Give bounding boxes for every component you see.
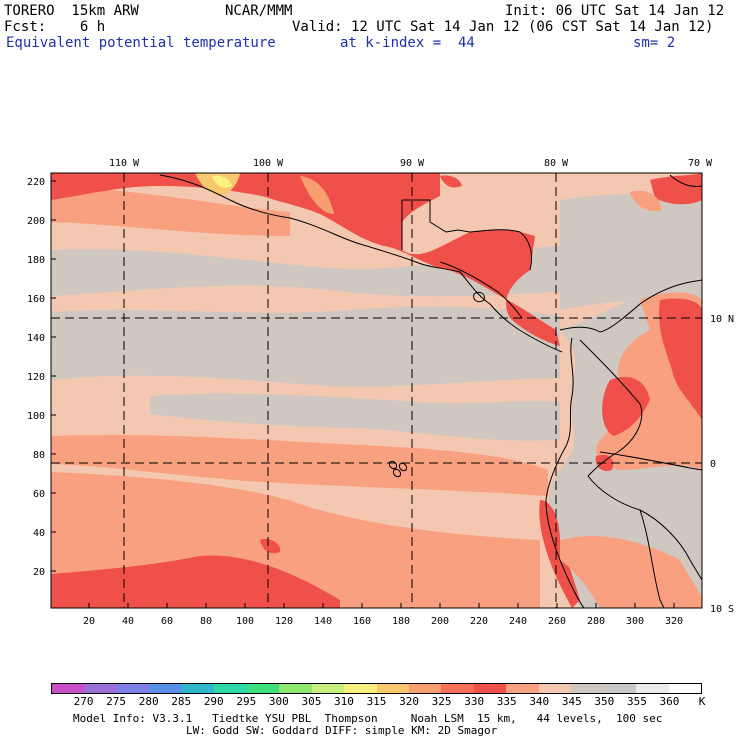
- colorbar-label: 320: [399, 695, 419, 708]
- colorbar-swatch: [473, 684, 507, 693]
- field-name: Equivalent potential temperature: [6, 35, 276, 51]
- y-tick-label: 180: [27, 255, 45, 266]
- x-tick-label: 320: [665, 616, 683, 627]
- colorbar-swatch: [344, 684, 377, 693]
- model-title: TORERO 15km ARW: [4, 3, 139, 19]
- lon-label: 110 W: [109, 158, 140, 169]
- colorbar-swatch: [214, 684, 247, 693]
- lon-label: 80 W: [544, 158, 569, 169]
- colorbar-label: 280: [138, 695, 159, 708]
- colorbar-label: 300: [268, 695, 289, 708]
- y-tick-label: 60: [33, 489, 45, 500]
- x-tick-label: 260: [548, 616, 566, 627]
- colorbar-label: 345: [561, 695, 582, 708]
- x-tick-label: 140: [314, 616, 332, 627]
- x-tick-label: 20: [83, 616, 95, 627]
- map-frame: [50, 172, 703, 609]
- y-tick-labels: 220 200 180 160 140 120 100 80 60 40 20: [27, 177, 45, 578]
- colorbar-label: 355: [626, 695, 647, 708]
- y-tick-label: 40: [33, 528, 45, 539]
- model-info: Model Info: V3.3.1 Tiedtke YSU PBL Thomp…: [73, 712, 663, 725]
- forecast-hour: Fcst: 6 h: [4, 19, 106, 35]
- colorbar-swatch: [84, 684, 117, 693]
- colorbar-label: 275: [106, 695, 127, 708]
- lat-label: 10 N: [710, 314, 734, 325]
- colorbar-label: 330: [464, 695, 485, 708]
- colorbar-label: 285: [171, 695, 192, 708]
- y-tick-label: 80: [33, 450, 45, 461]
- y-tick-label: 20: [33, 567, 45, 578]
- colorbar-labels: 270 275 280 285 290 295 300 305 310 315 320 325 330 3…: [51, 696, 731, 708]
- y-tick-marks: [51, 180, 56, 572]
- colorbar-label: 325: [431, 695, 452, 708]
- level-info: at k-index = 44: [340, 35, 475, 51]
- lon-label: 90 W: [400, 158, 425, 169]
- colorbar-label: 315: [366, 695, 387, 708]
- physics-info: LW: Godd SW: Goddard DIFF: simple KM: 2D…: [186, 724, 498, 737]
- colorbar-swatch: [506, 684, 539, 693]
- colorbar-swatch: [376, 684, 409, 693]
- equivalent-potential-temperature-field: [51, 173, 702, 608]
- colorbar-swatch: [181, 684, 215, 693]
- colorbar-swatch: [636, 684, 669, 693]
- y-tick-label: 220: [27, 177, 45, 188]
- x-tick-labels: 20 40 60 80 100 120 140 160 180 200 220 …: [83, 616, 683, 627]
- init-time: Init: 06 UTC Sat 14 Jan 12: [505, 3, 725, 19]
- lon-label: 100 W: [253, 158, 284, 169]
- x-tick-label: 40: [122, 616, 134, 627]
- lon-labels: 110 W 100 W 90 W 80 W 70 W: [109, 158, 713, 169]
- x-tick-label: 60: [161, 616, 173, 627]
- colorbar-swatch: [408, 684, 442, 693]
- colorbar-swatch: [311, 684, 345, 693]
- x-tick-label: 120: [275, 616, 293, 627]
- coastlines: [159, 174, 702, 608]
- colorbar-swatch: [538, 684, 572, 693]
- x-tick-label: 200: [431, 616, 449, 627]
- y-tick-label: 160: [27, 294, 45, 305]
- lat-lon-grid: [51, 173, 702, 608]
- colorbar-label: 290: [203, 695, 224, 708]
- colorbar-swatch: [603, 684, 637, 693]
- lon-label: 70 W: [688, 158, 713, 169]
- y-tick-label: 140: [27, 333, 45, 344]
- colorbar-label: 350: [594, 695, 615, 708]
- y-tick-label: 200: [27, 216, 45, 227]
- colorbar: [51, 683, 702, 694]
- x-tick-label: 180: [392, 616, 410, 627]
- colorbar-swatch: [441, 684, 474, 693]
- lat-labels: 10 N 0 10 S: [710, 314, 734, 615]
- valid-time: Valid: 12 UTC Sat 14 Jan 12 (06 CST Sat …: [292, 19, 714, 35]
- x-tick-label: 280: [587, 616, 605, 627]
- colorbar-label: 310: [334, 695, 354, 708]
- lat-label: 0: [710, 459, 716, 470]
- x-tick-label: 80: [200, 616, 212, 627]
- colorbar-swatch: [52, 684, 85, 693]
- colorbar-swatch: [149, 684, 182, 693]
- smoothing-info: sm= 2: [633, 35, 676, 51]
- colorbar-label: K: [698, 695, 706, 708]
- x-tick-label: 240: [509, 616, 527, 627]
- colorbar-label: 335: [496, 695, 517, 708]
- colorbar-label: 340: [529, 695, 550, 708]
- x-tick-marks: [88, 603, 675, 608]
- colorbar-swatch: [116, 684, 150, 693]
- colorbar-label: 360: [659, 695, 680, 708]
- colorbar-label: 270: [73, 695, 94, 708]
- colorbar-label: 295: [236, 695, 257, 708]
- x-tick-label: 160: [353, 616, 371, 627]
- x-tick-label: 300: [626, 616, 644, 627]
- colorbar-swatch: [279, 684, 312, 693]
- colorbar-label: 305: [301, 695, 322, 708]
- x-tick-label: 100: [236, 616, 254, 627]
- x-tick-label: 220: [470, 616, 488, 627]
- y-tick-label: 120: [27, 372, 45, 383]
- colorbar-swatch: [571, 684, 604, 693]
- colorbar-swatch: [668, 684, 702, 693]
- center-name: NCAR/MMM: [225, 3, 293, 19]
- y-tick-label: 100: [27, 411, 45, 422]
- colorbar-swatch: [246, 684, 280, 693]
- lat-label: 10 S: [710, 604, 734, 615]
